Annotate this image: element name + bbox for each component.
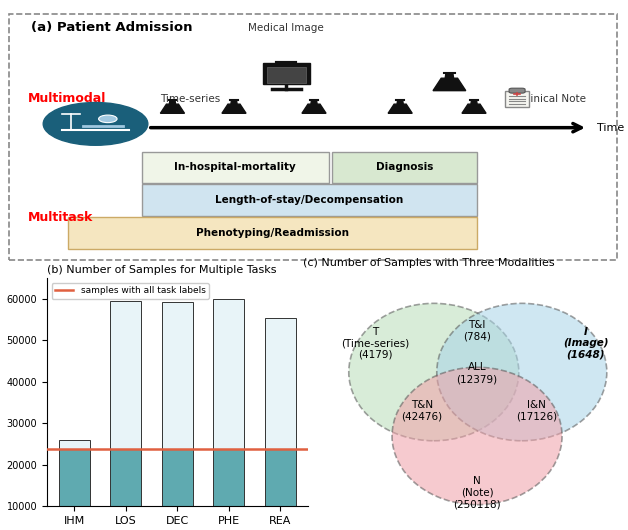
- Polygon shape: [161, 107, 183, 113]
- Text: Clinical Note: Clinical Note: [520, 94, 586, 104]
- Bar: [265, 449, 296, 506]
- Polygon shape: [434, 82, 465, 90]
- Circle shape: [99, 115, 117, 122]
- Polygon shape: [388, 104, 412, 113]
- Polygon shape: [160, 104, 185, 113]
- FancyBboxPatch shape: [9, 14, 617, 260]
- FancyBboxPatch shape: [142, 184, 477, 216]
- Legend: samples with all task labels: samples with all task labels: [51, 283, 209, 299]
- Circle shape: [392, 367, 562, 505]
- Text: I&N
(17126): I&N (17126): [516, 400, 557, 421]
- Polygon shape: [389, 107, 411, 113]
- Polygon shape: [311, 101, 317, 104]
- Text: Length-of-stay/Decompensation: Length-of-stay/Decompensation: [215, 195, 403, 205]
- Text: (c) Number of Samples with Three Modalities: (c) Number of Samples with Three Modalit…: [303, 258, 554, 268]
- Polygon shape: [433, 78, 466, 91]
- FancyBboxPatch shape: [142, 152, 330, 183]
- Bar: [162, 449, 193, 506]
- Circle shape: [349, 303, 519, 441]
- Bar: [265, 317, 296, 449]
- Bar: [214, 449, 244, 506]
- Bar: [111, 301, 141, 449]
- Polygon shape: [471, 101, 477, 104]
- Text: ALL
(12379): ALL (12379): [457, 363, 497, 384]
- Polygon shape: [170, 101, 176, 104]
- Bar: [111, 449, 141, 506]
- Text: Phenotyping/Readmission: Phenotyping/Readmission: [196, 228, 349, 237]
- FancyBboxPatch shape: [506, 91, 529, 107]
- Circle shape: [43, 102, 148, 145]
- Text: N
(Note)
(250118): N (Note) (250118): [453, 476, 501, 509]
- Text: Diagnosis: Diagnosis: [376, 162, 434, 172]
- Text: In-hospital-mortality: In-hospital-mortality: [175, 162, 296, 172]
- Polygon shape: [445, 74, 453, 78]
- Text: (a) Patient Admission: (a) Patient Admission: [31, 21, 192, 34]
- Y-axis label: Number: Number: [0, 370, 1, 414]
- Text: Multimodal: Multimodal: [28, 92, 106, 105]
- Polygon shape: [223, 107, 245, 113]
- Text: Time: Time: [597, 122, 624, 132]
- Polygon shape: [302, 104, 326, 113]
- Text: I
(Image)
(1648): I (Image) (1648): [563, 326, 609, 360]
- FancyBboxPatch shape: [509, 88, 525, 93]
- Text: Multitask: Multitask: [28, 210, 93, 224]
- Polygon shape: [222, 104, 246, 113]
- Text: (b) Number of Samples for Multiple Tasks: (b) Number of Samples for Multiple Tasks: [47, 264, 276, 275]
- FancyBboxPatch shape: [263, 63, 310, 84]
- Text: T&N
(42476): T&N (42476): [401, 400, 442, 421]
- Bar: [59, 449, 90, 506]
- Circle shape: [437, 303, 607, 441]
- FancyBboxPatch shape: [267, 67, 305, 83]
- Polygon shape: [397, 101, 403, 104]
- Bar: [214, 299, 244, 449]
- Text: Medical Image: Medical Image: [249, 23, 324, 33]
- Polygon shape: [462, 104, 486, 113]
- Text: T&I
(784): T&I (784): [463, 320, 491, 342]
- Text: Time-series: Time-series: [160, 94, 220, 104]
- Bar: [59, 440, 90, 449]
- Bar: [162, 302, 193, 449]
- Polygon shape: [231, 101, 237, 104]
- Polygon shape: [463, 107, 485, 113]
- FancyBboxPatch shape: [68, 217, 477, 249]
- Text: T
(Time-series)
(4179): T (Time-series) (4179): [342, 326, 409, 360]
- FancyBboxPatch shape: [332, 152, 477, 183]
- Polygon shape: [303, 107, 325, 113]
